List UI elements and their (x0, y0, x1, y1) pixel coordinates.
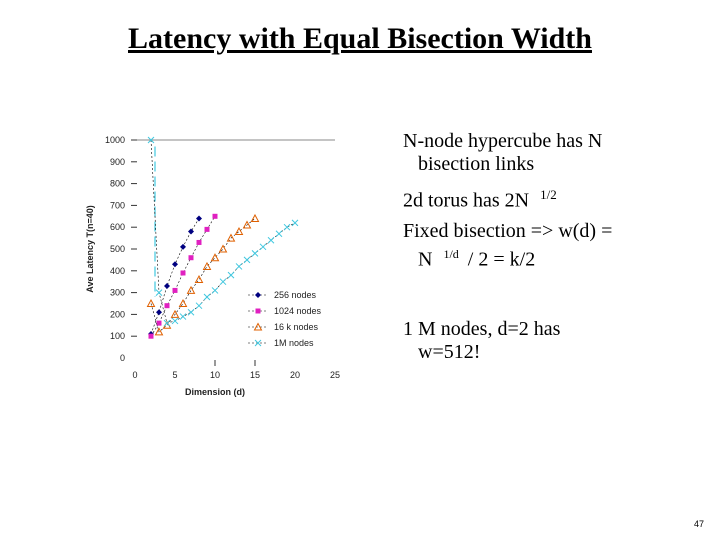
point-s2-10 (226, 233, 236, 242)
point-s2-9 (218, 244, 228, 253)
point-s0-1 (156, 309, 162, 316)
point-s3-7 (203, 293, 211, 301)
y-tick-label-8: 800 (110, 179, 125, 189)
y-tick-label-0: 0 (120, 353, 125, 363)
y-tick-label-1: 100 (110, 331, 125, 341)
y-tick-label-10: 1000 (105, 135, 125, 145)
point-s2-13 (250, 213, 260, 222)
point-s2-1 (154, 327, 164, 336)
bullet-list: N-node hypercube has N bisection links 2… (403, 130, 703, 371)
legend-marker-2 (253, 322, 263, 331)
point-s3-6 (195, 302, 203, 310)
point-s3-13 (251, 250, 259, 257)
y-tick-label-9: 900 (110, 157, 125, 167)
slide-title: Latency with Equal Bisection Width (128, 22, 592, 55)
legend-marker-0 (255, 292, 261, 298)
point-s2-7 (202, 261, 212, 270)
legend-label-1: 1024 nodes (274, 306, 322, 316)
bullet-torus-exponent: 1/2 (540, 187, 557, 202)
legend-label-3: 1M nodes (274, 338, 314, 348)
point-s1-3 (172, 287, 178, 293)
point-s1-6 (196, 239, 202, 245)
bullet-fixed-line2: N 1/d / 2 = k/2 (403, 243, 703, 272)
point-s3-2 (163, 319, 171, 327)
bullet-torus: 2d torus has 2N 1/2 (403, 183, 703, 213)
point-s3-4 (179, 313, 187, 320)
point-s2-4 (178, 298, 188, 307)
point-s3-11 (235, 263, 243, 270)
bullet-fixed-bisection: Fixed bisection => w(d) = N 1/d / 2 = k/… (403, 220, 703, 272)
bullet-1m-line2: w=512! (418, 341, 481, 364)
point-s3-0 (147, 136, 155, 144)
point-s3-5 (187, 308, 195, 316)
point-s3-3 (171, 317, 179, 325)
point-s3-8 (211, 287, 219, 294)
bullet-fixed-base: N (418, 248, 433, 271)
point-s1-4 (180, 270, 186, 276)
legend-marker-3 (254, 339, 262, 347)
point-s3-18 (291, 219, 299, 227)
point-s0-5 (188, 228, 194, 235)
bullet-torus-text: 2d torus has 2N (403, 189, 530, 212)
x-tick-label-3: 15 (250, 370, 260, 380)
y-axis-label: Ave Latency T(n=40) (85, 205, 95, 292)
x-tick-label-2: 10 (210, 370, 220, 380)
point-s3-10 (227, 271, 235, 279)
point-s3-15 (267, 236, 275, 244)
bullet-hypercube-line1: N-node hypercube has N (403, 130, 603, 152)
y-tick-label-2: 200 (110, 309, 125, 319)
point-s3-1 (155, 289, 163, 296)
point-s1-7 (204, 226, 210, 232)
point-s1-8 (212, 213, 218, 219)
legend-marker-1 (255, 308, 261, 314)
series-line-1 (150, 216, 216, 337)
y-tick-label-5: 500 (110, 244, 125, 254)
x-tick-label-0: 0 (132, 370, 137, 380)
point-s3-9 (219, 278, 227, 286)
series-line-2 (150, 218, 256, 333)
point-s2-8 (210, 253, 220, 262)
point-s2-12 (242, 220, 252, 229)
point-s2-0 (146, 298, 156, 307)
legend-label-0: 256 nodes (274, 290, 317, 300)
y-tick-label-3: 300 (110, 288, 125, 298)
point-s0-6 (196, 215, 202, 222)
point-s1-2 (164, 303, 170, 309)
y-tick-label-7: 700 (110, 200, 125, 210)
point-s0-4 (180, 243, 186, 250)
bullet-hypercube: N-node hypercube has N bisection links (403, 130, 703, 176)
point-s1-5 (188, 255, 194, 261)
point-s2-5 (186, 285, 196, 294)
x-tick-label-4: 20 (290, 370, 300, 380)
bullet-fixed-rest: / 2 = k/2 (467, 248, 536, 271)
point-s3-14 (259, 243, 267, 251)
bullet-fixed-line1: Fixed bisection => w(d) = (403, 219, 613, 242)
legend-label-2: 16 k nodes (274, 322, 319, 332)
bullet-1m-nodes: 1 M nodes, d=2 has w=512! (403, 318, 703, 364)
x-tick-label-1: 5 (172, 370, 177, 380)
point-s3-12 (243, 256, 251, 264)
point-s1-0 (148, 333, 154, 339)
point-s0-2 (164, 283, 170, 290)
latency-chart: 0 100 200 300 400 500 600 700 800 900 1000 0 5 10 15 20… (85, 135, 340, 397)
bullet-hypercube-line2: bisection links (418, 153, 535, 175)
point-s3-16 (275, 230, 283, 238)
page-number: 47 (694, 519, 705, 529)
point-s0-3 (172, 261, 178, 268)
x-tick-label-5: 25 (330, 370, 340, 380)
point-s2-3 (170, 309, 180, 318)
x-axis-label: Dimension (d) (185, 387, 245, 397)
y-tick-label-4: 400 (110, 266, 125, 276)
y-tick-label-6: 600 (110, 222, 125, 232)
point-s1-1 (156, 320, 162, 326)
point-s2-6 (194, 274, 204, 284)
point-s2-11 (234, 227, 244, 236)
bullet-1m-line1: 1 M nodes, d=2 has (403, 318, 561, 341)
bullet-fixed-exponent: 1/d (443, 246, 459, 261)
point-s3-17 (283, 223, 291, 231)
